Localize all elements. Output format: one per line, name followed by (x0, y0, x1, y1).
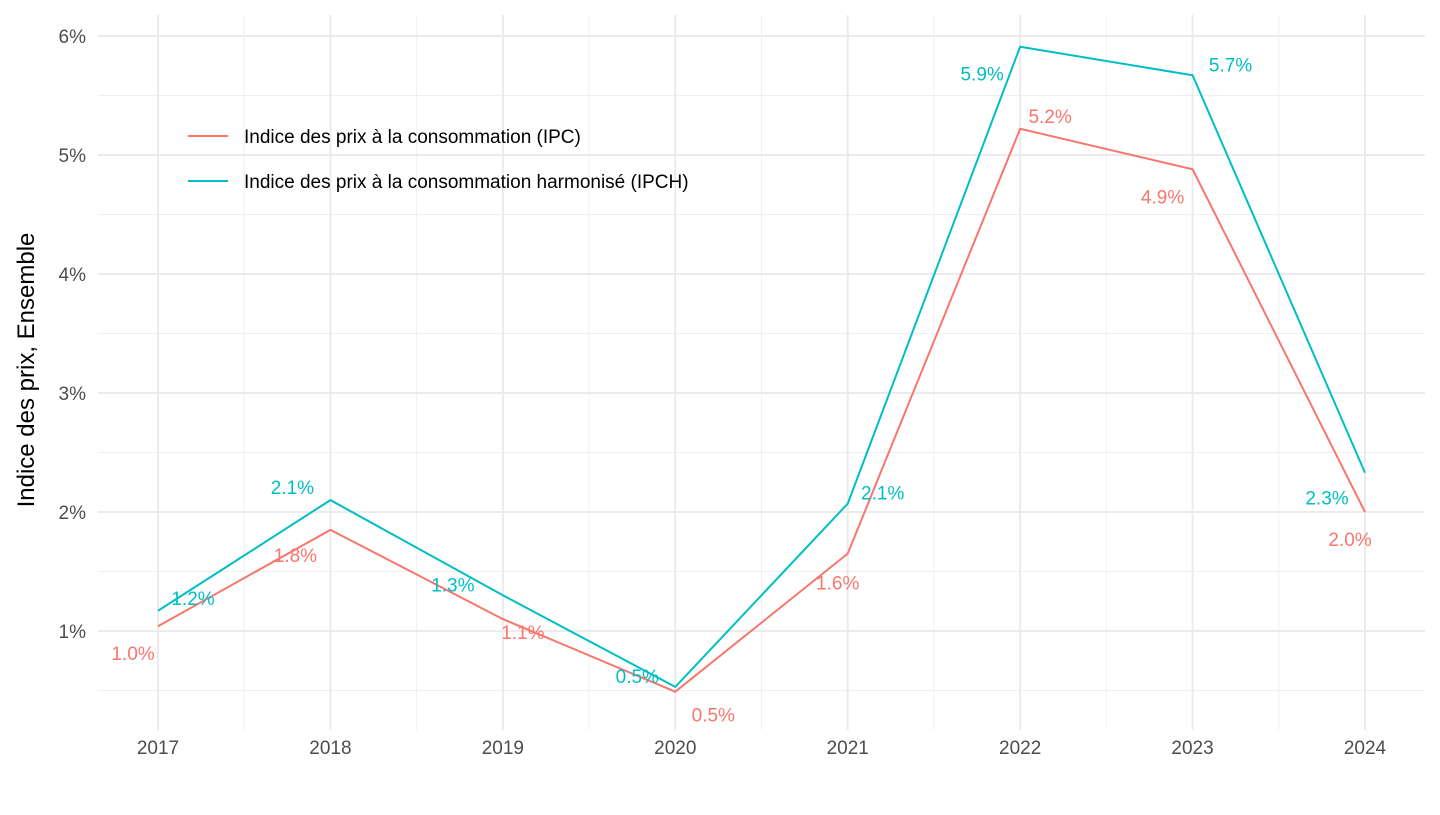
x-tick-label: 2022 (999, 738, 1041, 759)
x-tick-label: 2017 (137, 738, 179, 759)
data-labels: 1.0% 1.8% 1.1% 0.5% 1.6% 5.2% 4.9% 2.0% 1.2% 2.1%… (111, 55, 1371, 726)
legend: Indice des prix à la consommation (IPC) I… (188, 127, 689, 193)
y-axis-title: Indice des prix, Ensemble (13, 233, 40, 508)
data-label: 0.5% (616, 667, 659, 688)
data-label: 1.0% (111, 644, 154, 665)
data-label: 4.9% (1141, 187, 1184, 208)
data-label: 5.7% (1209, 55, 1252, 76)
y-tick-label: 3% (59, 384, 87, 405)
series-line-ipc (157, 127, 1366, 693)
data-label: 1.2% (171, 589, 214, 610)
x-tick-label: 2024 (1344, 738, 1387, 759)
data-label: 1.8% (274, 546, 317, 567)
x-tick-label: 2018 (309, 738, 351, 759)
y-tick-label: 6% (59, 27, 87, 48)
data-label: 5.9% (960, 65, 1003, 86)
data-label: 2.0% (1328, 530, 1371, 551)
y-tick-label: 5% (59, 146, 87, 167)
x-tick-label: 2023 (1171, 738, 1213, 759)
data-label: 1.6% (816, 574, 859, 595)
data-label: 5.2% (1028, 107, 1071, 128)
grid (98, 15, 1425, 730)
y-tick-label: 4% (59, 265, 87, 286)
y-tick-label: 1% (59, 622, 87, 643)
x-tick-label: 2021 (827, 738, 869, 759)
y-tick-label: 2% (59, 503, 87, 524)
data-label: 0.5% (692, 706, 735, 727)
data-label: 1.3% (431, 575, 474, 596)
legend-label: Indice des prix à la consommation harmon… (244, 172, 689, 193)
axes: 1% 2% 3% 4% 5% 6% 2017 2018 2019 2020 2021 2022 2023… (59, 27, 1387, 759)
legend-label: Indice des prix à la consommation (IPC) (244, 127, 581, 148)
x-tick-label: 2019 (482, 738, 524, 759)
data-label: 2.3% (1305, 489, 1348, 510)
data-label: 2.1% (271, 478, 314, 499)
x-tick-label: 2020 (654, 738, 696, 759)
series-lines (157, 45, 1366, 693)
data-label: 2.1% (861, 484, 904, 505)
data-label: 1.1% (501, 623, 544, 644)
series-line-ipch (157, 45, 1366, 689)
